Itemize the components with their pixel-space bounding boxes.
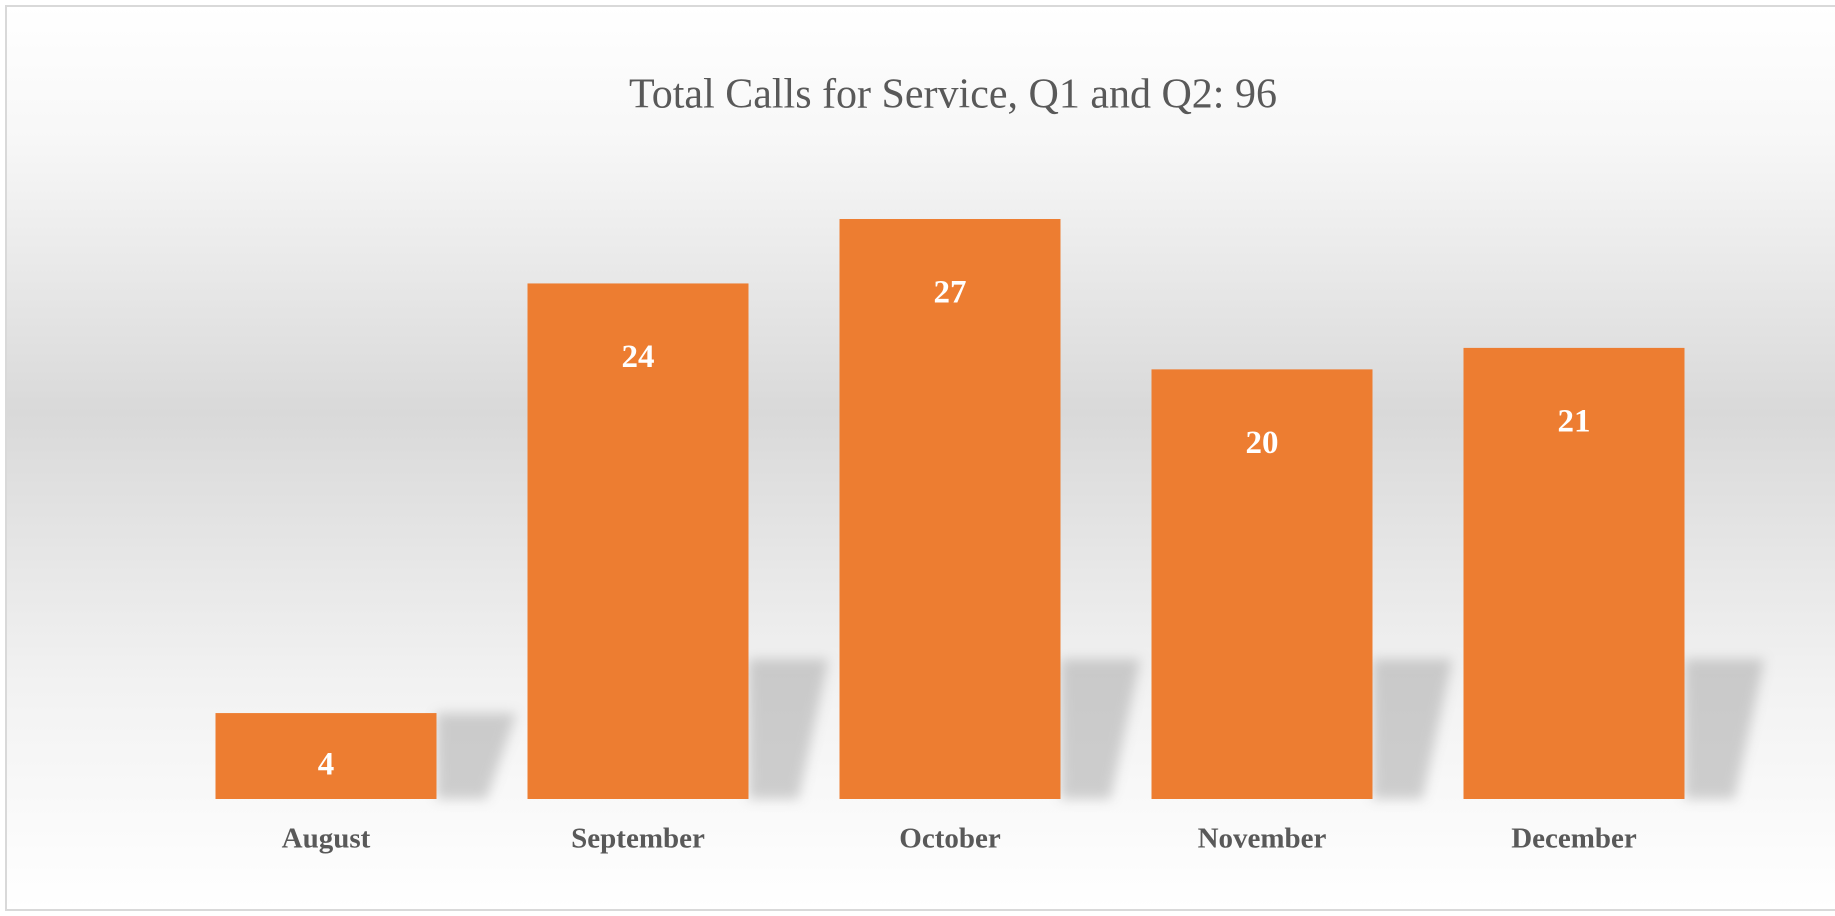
bar-shadow xyxy=(1684,659,1765,799)
data-label: 24 xyxy=(622,339,655,375)
bar xyxy=(839,219,1061,799)
data-label: 21 xyxy=(1558,403,1591,439)
data-label: 27 xyxy=(934,275,967,311)
bar xyxy=(1463,347,1685,799)
x-tick-label: September xyxy=(571,823,705,855)
bar xyxy=(1151,369,1373,799)
data-label: 20 xyxy=(1246,425,1279,461)
x-tick-label: December xyxy=(1511,823,1637,855)
bar-shadow xyxy=(1372,659,1453,799)
bar-shadow xyxy=(1060,659,1141,799)
x-tick-label: August xyxy=(282,823,371,855)
bar-shadow xyxy=(748,659,829,799)
bar xyxy=(527,283,749,799)
chart-title: Total Calls for Service, Q1 and Q2: 96 xyxy=(629,72,1277,118)
x-tick-label: October xyxy=(899,823,1001,855)
data-label: 4 xyxy=(318,747,335,783)
bar xyxy=(215,713,437,799)
x-tick-label: November xyxy=(1198,823,1327,855)
bar-shadow xyxy=(436,713,517,799)
